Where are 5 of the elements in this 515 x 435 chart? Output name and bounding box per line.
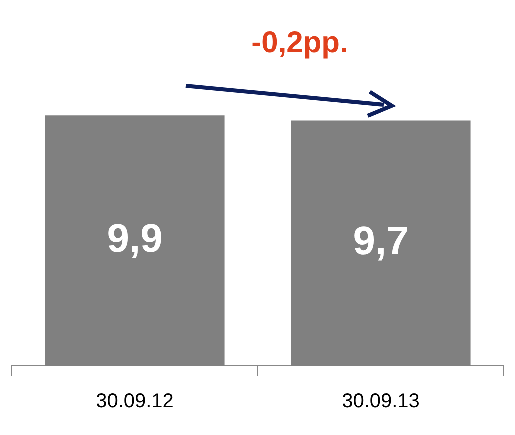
x-tick-label: 30.09.12 — [96, 390, 174, 413]
data-label: 9,7 — [353, 219, 409, 264]
data-label: 9,9 — [107, 216, 163, 261]
x-tick-label: 30.09.13 — [342, 390, 420, 413]
text: -0,2pp. — [252, 26, 348, 60]
